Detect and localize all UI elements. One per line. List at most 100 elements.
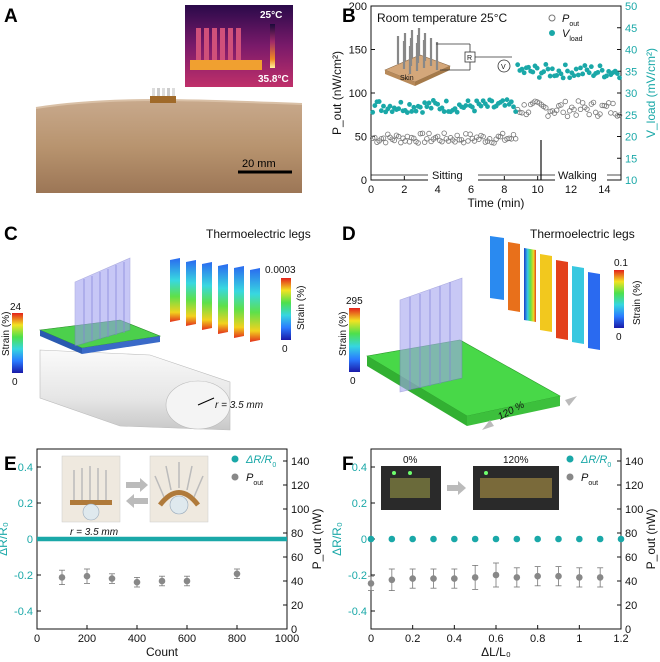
chart-b: 0 2 4 6 8 10 12 14 0 50 100 150 200 10 15 20 25 30 35 40 45 5…	[330, 1, 658, 210]
point-vload	[536, 75, 542, 80]
colorbar-d-legs-max: 0.1	[614, 258, 628, 269]
point-pout	[534, 572, 541, 580]
point-pout	[380, 135, 387, 141]
point-vload	[404, 110, 410, 115]
point-vload	[463, 103, 469, 108]
point-pout	[426, 130, 432, 137]
inset-left-label: 0%	[403, 455, 418, 466]
x-tick-label: 0.8	[530, 633, 545, 645]
point-vload	[526, 64, 531, 70]
point-dr	[409, 535, 416, 543]
y-tick-label: 0	[361, 175, 367, 187]
y-axis-label: ΔR/R₀	[330, 522, 344, 556]
point-pout	[579, 100, 586, 106]
point-vload	[588, 64, 594, 70]
point-pout	[596, 574, 604, 581]
point-vload	[549, 66, 555, 72]
y2-tick-label: 50	[625, 1, 637, 13]
y2-tick-label: 40	[625, 576, 637, 588]
point-pout	[424, 136, 430, 142]
point-pout	[417, 130, 424, 137]
point-pout	[562, 98, 569, 105]
point-vload	[398, 99, 404, 105]
cylinder-radius-label: r = 3.5 mm	[215, 400, 263, 411]
y2-tick-label: 45	[625, 23, 637, 35]
point-pout	[391, 137, 398, 144]
phase-sitting-label: Sitting	[432, 170, 463, 182]
point-pout	[183, 577, 191, 585]
x-tick-label: 800	[228, 633, 246, 645]
point-vload	[562, 62, 568, 68]
point-dr	[430, 535, 437, 543]
point-vload	[376, 99, 382, 104]
device-on-arm	[150, 88, 176, 103]
point-pout	[489, 139, 495, 146]
point-pout	[543, 105, 549, 111]
point-pout	[388, 576, 396, 584]
point-pout	[564, 113, 571, 120]
legs-title-d: Thermoelectric legs	[530, 227, 635, 241]
point-pout	[553, 107, 560, 114]
legend-f-label-dr: ΔR/R0	[580, 454, 611, 469]
point-pout	[608, 110, 614, 116]
y-tick-label: 0.4	[18, 462, 33, 474]
x-tick-label: 0	[368, 633, 374, 645]
x-tick-label: 0.6	[488, 633, 503, 645]
leg-sheet-d	[399, 277, 463, 393]
point-pout	[398, 139, 404, 146]
panel-label-c: C	[4, 224, 18, 245]
point-pout	[577, 106, 584, 113]
point-pout	[382, 139, 389, 146]
point-vload	[378, 108, 384, 114]
point-pout	[584, 106, 590, 112]
point-pout	[558, 102, 564, 108]
colorbar-d-legs-title: Strain (%)	[632, 281, 643, 325]
y-tick-label: -0.4	[14, 606, 33, 618]
point-vload	[396, 106, 402, 112]
point-vload	[554, 73, 560, 78]
point-vload	[443, 98, 449, 104]
colorbar-d-main	[349, 308, 360, 372]
point-vload	[426, 100, 432, 106]
temp-max-label: 25°C	[260, 10, 282, 21]
point-vload	[614, 71, 620, 77]
point-vload	[441, 109, 447, 114]
point-pout	[58, 574, 66, 581]
y2-tick-label: 40	[625, 45, 637, 57]
point-pout	[495, 133, 502, 140]
point-vload	[508, 99, 514, 105]
y2-axis-label: P_out (nW)	[310, 509, 324, 570]
point-pout	[419, 130, 426, 137]
point-vload	[485, 104, 490, 109]
point-vload	[424, 104, 430, 110]
point-vload	[599, 67, 605, 73]
point-dr	[388, 535, 396, 543]
arm-photo	[36, 100, 302, 193]
colorbar-d-legs	[614, 270, 624, 328]
point-pout	[451, 575, 458, 582]
point-vload	[545, 66, 551, 72]
y-tick-label: 200	[349, 1, 367, 13]
panel-a: A 25°C 35.8°C 20 mm	[4, 0, 303, 193]
inset-resistor-label: R	[467, 55, 472, 62]
point-vload	[500, 98, 506, 104]
y2-tick-label: 0	[625, 624, 631, 636]
y2-tick-label: 30	[625, 88, 637, 100]
point-vload	[571, 73, 577, 79]
y-tick-label: 100	[349, 88, 367, 100]
y2-tick-label: 25	[625, 110, 637, 122]
x-tick-label: 4	[435, 184, 441, 196]
y2-tick-label: 20	[625, 132, 637, 144]
x-axis-label: Time (min)	[468, 196, 525, 210]
y2-tick-label: 100	[291, 504, 309, 516]
y2-tick-label: 100	[625, 504, 643, 516]
chart-b-frame	[370, 5, 622, 181]
phase-annotation: Sitting Walking	[371, 140, 621, 182]
temp-min-label: 35.8°C	[258, 74, 289, 85]
point-vload	[504, 97, 510, 103]
y2-tick-label: 140	[291, 456, 309, 468]
x-axis-label: ΔL/L₀	[481, 645, 511, 659]
y-tick-label: -0.4	[348, 606, 367, 618]
point-vload	[515, 62, 521, 68]
point-vload	[381, 103, 386, 109]
